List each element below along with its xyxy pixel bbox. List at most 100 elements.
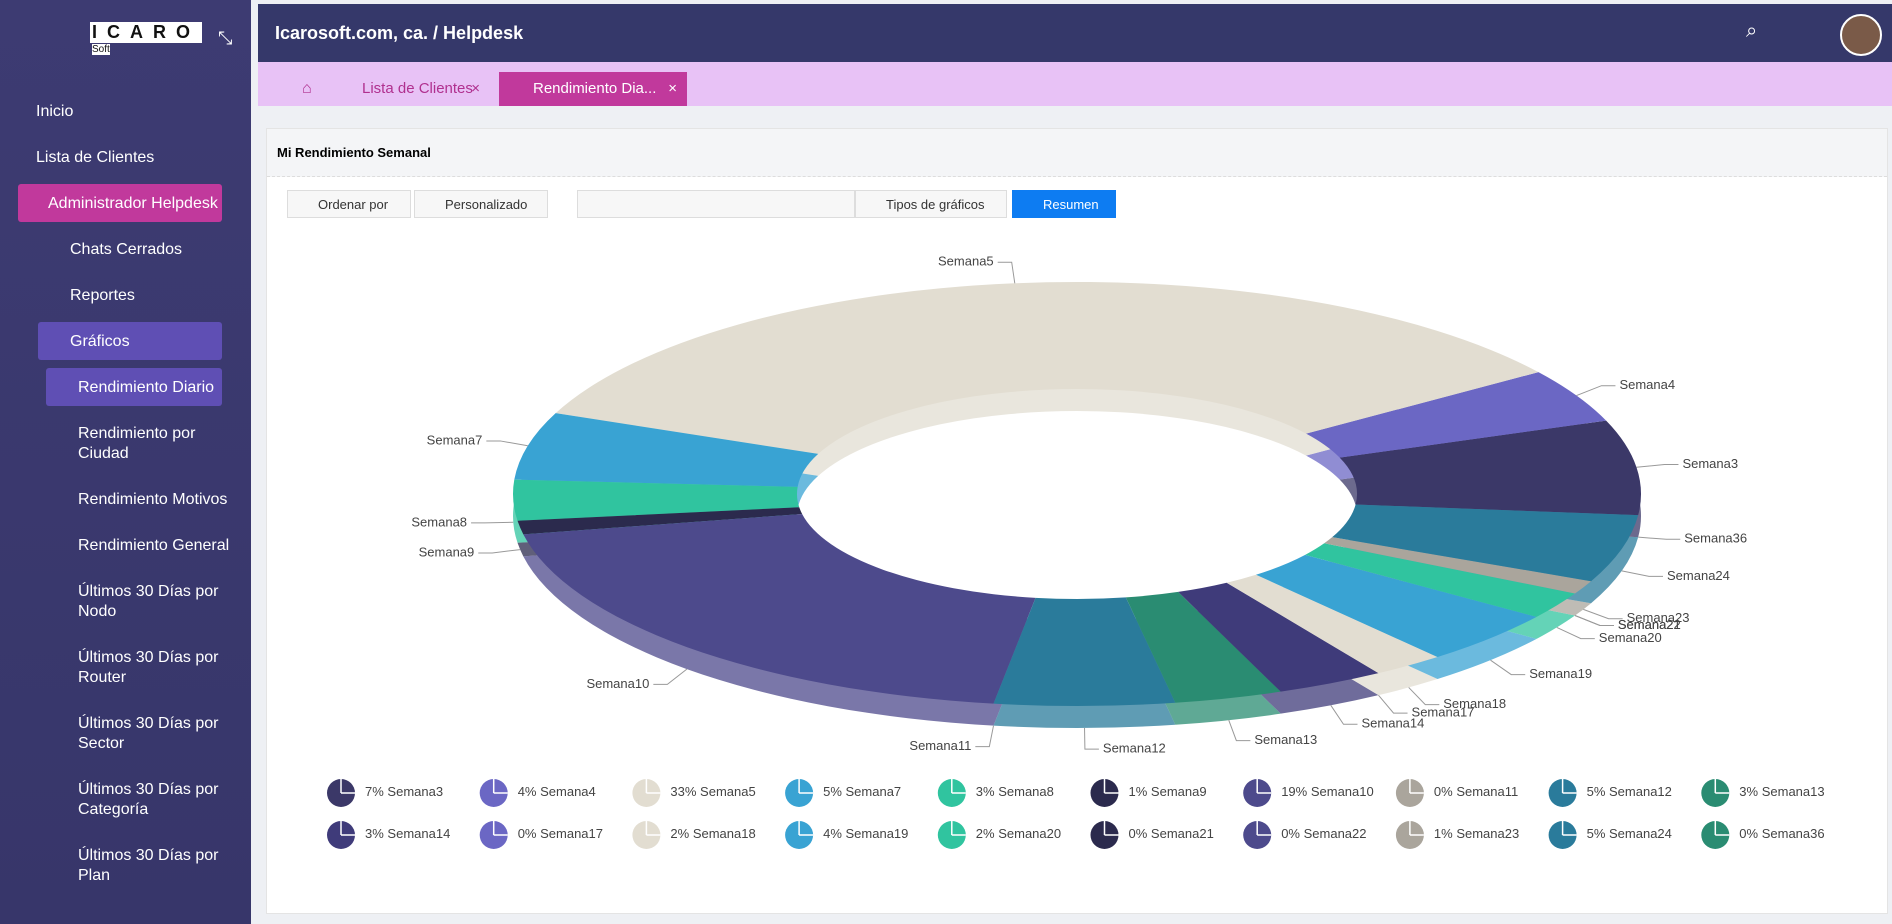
slice-label: Semana8 bbox=[411, 514, 467, 529]
legend-label: 5% Semana24 bbox=[1587, 826, 1672, 841]
legend-icon-wedge bbox=[340, 779, 355, 794]
legend-name: Semana22 bbox=[1304, 826, 1367, 841]
menu-item[interactable]: Últimos 30 Días por Plan bbox=[78, 847, 219, 884]
legend-value: 33% bbox=[670, 784, 696, 799]
leader-line bbox=[471, 521, 514, 524]
legend-label: 1% Semana23 bbox=[1434, 826, 1519, 841]
menu-highlight bbox=[38, 322, 222, 360]
legend-icon-wedge bbox=[1103, 779, 1119, 794]
panel: Mi Rendimiento Semanal Ordenar por Perso… bbox=[266, 128, 1888, 914]
slice-label: Semana11 bbox=[909, 738, 971, 753]
legend-value: 0% bbox=[1739, 826, 1758, 841]
leader-line bbox=[1621, 570, 1663, 577]
legend-icon-wedge bbox=[1103, 821, 1119, 836]
home-icon[interactable]: ⌂ bbox=[302, 80, 312, 97]
header-title: Icarosoft.com, ca. / Helpdesk bbox=[275, 23, 524, 43]
legend-value: 5% bbox=[823, 784, 842, 799]
legend-value: 5% bbox=[1587, 826, 1606, 841]
menu-item[interactable]: Rendimiento General bbox=[78, 537, 230, 554]
search-icon[interactable]: ⌕ bbox=[1746, 20, 1758, 42]
leader-line bbox=[653, 668, 688, 685]
button[interactable]: Personalizado bbox=[414, 190, 548, 218]
slice bbox=[555, 282, 1539, 454]
leader-line bbox=[486, 440, 528, 447]
menu-item[interactable]: Inicio bbox=[36, 103, 74, 120]
tab-bar: ⌂ Lista de Clientes × Rendimiento Dia... × bbox=[258, 62, 1892, 106]
slice-label: Semana5 bbox=[938, 254, 994, 269]
legend-icon-wedge bbox=[492, 821, 508, 836]
legend-icon-wedge bbox=[1256, 821, 1272, 836]
menu-item[interactable]: Últimos 30 Días por Sector bbox=[78, 715, 219, 752]
leader-line bbox=[1228, 720, 1251, 742]
slice bbox=[993, 597, 1176, 706]
slice-label: Semana20 bbox=[1599, 630, 1662, 645]
legend-icon-wedge bbox=[1714, 779, 1730, 794]
tab[interactable]: Lista de Clientes × bbox=[328, 72, 488, 106]
legend-name: Semana11 bbox=[1456, 784, 1518, 799]
legend-label: 7% Semana3 bbox=[365, 784, 443, 799]
legend-name: Semana13 bbox=[1762, 784, 1825, 799]
menu-item[interactable]: Lista de Clientes bbox=[36, 149, 155, 166]
slice-label: Semana13 bbox=[1254, 732, 1317, 747]
menu-item[interactable]: Rendimiento Motivos bbox=[78, 491, 228, 508]
tab-active[interactable]: Rendimiento Dia... × bbox=[499, 72, 687, 106]
menu-item[interactable]: Administrador Helpdesk bbox=[48, 195, 218, 212]
legend-name: Semana17 bbox=[540, 826, 603, 841]
leader-line bbox=[1084, 727, 1099, 750]
logo: ICARO Soft bbox=[20, 18, 202, 58]
slice-label: Semana18 bbox=[1443, 696, 1506, 711]
button[interactable]: Resumen bbox=[1012, 190, 1116, 218]
menu-highlight bbox=[18, 184, 222, 222]
slice bbox=[1305, 543, 1575, 617]
menu-item[interactable]: Últimos 30 Días por Router bbox=[78, 649, 219, 686]
slice-label: Semana21 bbox=[1618, 617, 1681, 632]
legend-label: 19% Semana10 bbox=[1281, 784, 1374, 799]
legend-icon-wedge bbox=[1256, 779, 1272, 794]
legend-value: 5% bbox=[1587, 784, 1606, 799]
leader-line bbox=[478, 549, 521, 554]
legend-icon-wedge bbox=[492, 779, 508, 794]
logo-sub: Soft bbox=[92, 44, 110, 55]
menu-item[interactable]: Rendimiento Diario bbox=[78, 379, 215, 396]
menu-item[interactable]: Reportes bbox=[70, 287, 135, 304]
legend-value: 4% bbox=[518, 784, 537, 799]
legend-name: Semana18 bbox=[693, 826, 756, 841]
legend-label: 0% Semana36 bbox=[1739, 826, 1824, 841]
button[interactable]: Tipos de gráficos bbox=[855, 190, 1007, 218]
legend-name: Semana9 bbox=[1151, 784, 1207, 799]
legend-name: Semana14 bbox=[387, 826, 450, 841]
menu-item[interactable]: Últimos 30 Días por Nodo bbox=[78, 583, 219, 620]
legend-name: Semana3 bbox=[387, 784, 443, 799]
menu-item[interactable]: Gráficos bbox=[70, 333, 130, 350]
legend-icon-wedge bbox=[951, 821, 966, 836]
legend-icon-wedge bbox=[340, 821, 355, 836]
legend-name: Semana24 bbox=[1609, 826, 1672, 841]
legend-label: 5% Semana12 bbox=[1587, 784, 1672, 799]
legend-name: Semana20 bbox=[998, 826, 1061, 841]
legend-value: 3% bbox=[1739, 784, 1758, 799]
menu-item[interactable]: Últimos 30 Días por Categoría bbox=[78, 781, 219, 818]
collapse-icon[interactable]: ⤡ bbox=[218, 28, 233, 48]
avatar[interactable] bbox=[1840, 14, 1882, 56]
legend-name: Semana7 bbox=[846, 784, 902, 799]
button[interactable]: Ordenar por bbox=[287, 190, 411, 218]
legend-value: 19% bbox=[1281, 784, 1307, 799]
chart-type-icons[interactable] bbox=[577, 190, 855, 218]
leader-line bbox=[1636, 464, 1679, 468]
slice-label: Semana7 bbox=[427, 432, 483, 447]
menu-item[interactable]: Rendimiento por Ciudad bbox=[78, 425, 196, 462]
legend-label: 3% Semana8 bbox=[976, 784, 1054, 799]
menu-item[interactable]: Chats Cerrados bbox=[70, 241, 183, 258]
logo-name: ICARO bbox=[90, 22, 202, 43]
legend-name: Semana36 bbox=[1762, 826, 1825, 841]
slice bbox=[1332, 504, 1639, 582]
legend-value: 3% bbox=[976, 784, 995, 799]
slice bbox=[1306, 372, 1607, 458]
slice bbox=[1178, 582, 1379, 692]
slice bbox=[513, 479, 800, 521]
legend-value: 0% bbox=[1129, 826, 1148, 841]
slice-label: Semana17 bbox=[1412, 705, 1475, 720]
legend-label: 0% Semana22 bbox=[1281, 826, 1366, 841]
legend-icon-wedge bbox=[951, 779, 966, 794]
legend-name: Semana19 bbox=[846, 826, 909, 841]
